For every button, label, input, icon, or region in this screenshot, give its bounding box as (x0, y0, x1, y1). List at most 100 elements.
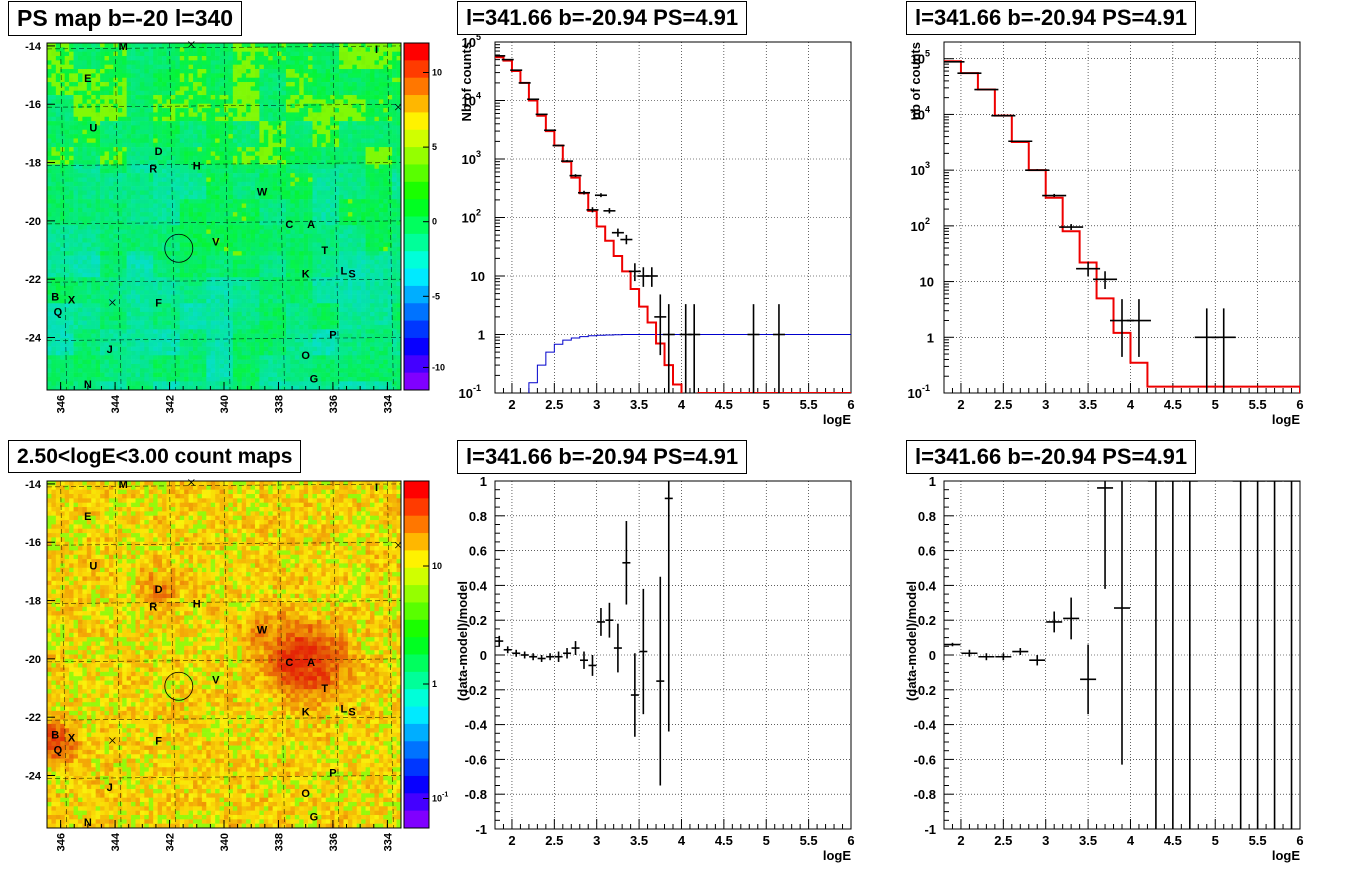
map-pixel (303, 272, 309, 278)
map-pixel (232, 346, 238, 352)
map-pixel (122, 238, 127, 243)
map-pixel (285, 181, 291, 187)
map-pixel (162, 329, 167, 334)
map-pixel (303, 207, 309, 213)
map-pixel (224, 86, 229, 92)
map-pixel (126, 216, 132, 222)
map-pixel (215, 64, 220, 70)
map-pixel (157, 60, 163, 65)
map-pixel (69, 56, 74, 61)
map-pixel (193, 342, 198, 347)
map-pixel (148, 363, 154, 369)
map-pixel (237, 255, 242, 261)
map-pixel (148, 194, 154, 200)
map-pixel (277, 320, 282, 326)
map-pixel (117, 355, 123, 360)
map-pixel (197, 108, 203, 113)
map-pixel (228, 324, 234, 330)
map-pixel (170, 290, 176, 295)
map-pixel (268, 316, 273, 321)
map-pixel (250, 381, 256, 386)
map-pixel (254, 60, 260, 65)
map-pixel (148, 129, 154, 135)
map-pixel (153, 125, 158, 131)
map-pixel (299, 264, 304, 269)
map-pixel (100, 316, 105, 321)
map-pixel (237, 268, 242, 274)
map-pixel (263, 125, 269, 131)
map-pixel (259, 160, 265, 165)
map-pixel (254, 281, 260, 287)
map-pixel (126, 233, 132, 239)
map-pixel (47, 116, 52, 122)
map-pixel (122, 259, 127, 265)
map-pixel (250, 355, 256, 360)
map-pixel (162, 147, 167, 152)
map-pixel (277, 125, 282, 131)
map-pixel (148, 155, 154, 161)
map-pixel (51, 125, 57, 131)
map-pixel (157, 381, 163, 386)
map-pixel (166, 294, 172, 300)
map-pixel (290, 134, 296, 139)
map-pixel (316, 116, 322, 122)
map-pixel (113, 333, 119, 339)
map-pixel (135, 77, 141, 83)
map-pixel (254, 376, 260, 382)
map-pixel (95, 385, 101, 391)
map-pixel (285, 199, 291, 204)
map-pixel (237, 307, 242, 313)
map-pixel (153, 60, 158, 65)
map-pixel (60, 242, 65, 248)
map-pixel (290, 216, 296, 222)
map-pixel (166, 281, 172, 287)
map-pixel (113, 77, 119, 83)
map-pixel (281, 285, 287, 291)
map-pixel (268, 160, 273, 165)
map-pixel (135, 298, 141, 304)
map-pixel (64, 238, 70, 243)
map-pixel (60, 359, 65, 365)
map-pixel (73, 164, 79, 170)
map-pixel (263, 264, 269, 269)
map-pixel (303, 168, 309, 174)
map-pixel (73, 168, 79, 174)
map-pixel (64, 90, 70, 96)
map-pixel (312, 112, 318, 118)
map-pixel (69, 251, 74, 256)
map-pixel (237, 225, 242, 230)
map-pixel (55, 350, 61, 356)
map-pixel (104, 363, 110, 369)
map-pixel (228, 142, 234, 148)
map-pixel (210, 298, 216, 304)
map-pixel (117, 277, 123, 282)
map-pixel (166, 82, 172, 87)
map-pixel (162, 363, 167, 369)
map-pixel (263, 151, 269, 157)
map-pixel (77, 281, 83, 287)
map-pixel (47, 194, 52, 200)
map-pixel (232, 60, 238, 65)
map-pixel (215, 147, 220, 152)
map-pixel (250, 281, 256, 287)
map-pixel (77, 173, 83, 178)
map-pixel (73, 246, 79, 252)
map-pixel (55, 95, 61, 100)
map-pixel (95, 95, 101, 100)
map-pixel (316, 238, 322, 243)
map-pixel (281, 155, 287, 161)
map-pixel (135, 173, 141, 178)
map-pixel (139, 359, 145, 365)
map-pixel (122, 350, 127, 356)
map-pixel (64, 69, 70, 74)
map-pixel (184, 47, 189, 52)
map-pixel (299, 121, 304, 126)
map-pixel (166, 134, 172, 139)
map-pixel (73, 181, 79, 187)
map-pixel (135, 186, 141, 191)
map-pixel (201, 160, 207, 165)
map-pixel (201, 350, 207, 356)
map-pixel (268, 56, 273, 61)
map-pixel (131, 129, 136, 135)
map-pixel (303, 350, 309, 356)
